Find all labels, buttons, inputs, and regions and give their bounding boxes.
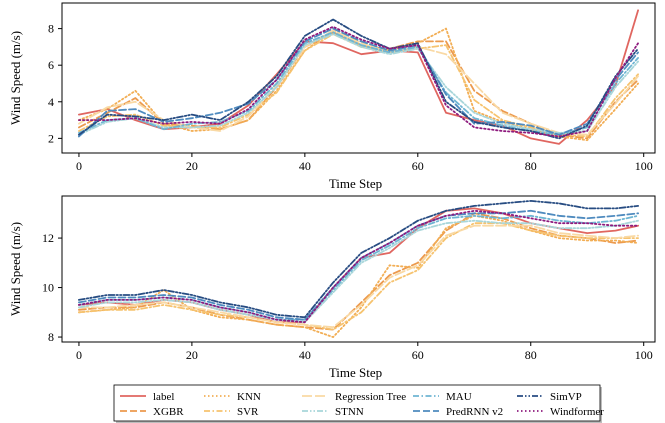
x-tick-label: 0	[76, 348, 82, 362]
top-chart: 0 20 40 60 80 100 2 4 6 8 Time Step Wind Speed (m/s…	[8, 2, 656, 191]
y-axis-label: Wind Speed (m/s)	[8, 31, 23, 125]
legend-label: SVR	[237, 406, 259, 418]
y-tick-label: 6	[48, 58, 54, 72]
x-tick-label: 100	[635, 159, 653, 173]
plot-frame	[61, 195, 656, 343]
bottom-chart: 0 20 40 60 80 100 8 10 12 Time Step Wind Speed (m/…	[8, 195, 656, 380]
series-line-label	[78, 9, 639, 145]
x-axis-label: Time Step	[329, 365, 382, 380]
x-tick-label: 80	[525, 159, 537, 173]
series-line-stnn	[78, 219, 639, 324]
legend-box	[113, 384, 601, 422]
legend-label: label	[153, 391, 174, 403]
series-line-simvp	[78, 18, 639, 140]
series-line-regression-tree	[78, 29, 639, 136]
series-line-predrnn-v2	[78, 27, 639, 138]
series-line-mau	[78, 214, 639, 321]
series-line-windformer	[78, 25, 639, 138]
x-tick-label: 60	[412, 348, 424, 362]
x-tick-label: 0	[76, 159, 82, 173]
series-line-simvp	[78, 199, 639, 319]
legend-label: XGBR	[153, 406, 184, 418]
y-tick-label: 12	[42, 231, 54, 245]
y-tick-label: 4	[48, 95, 54, 109]
y-tick-label: 2	[48, 131, 54, 145]
legend-label: PredRNN v2	[446, 406, 503, 418]
series-line-svr	[78, 222, 639, 331]
series-line-xgbr	[78, 212, 639, 331]
legend: label XGBR KNN SVR Regression Tree STNN MAU Pre…	[113, 384, 604, 423]
x-tick-label: 20	[186, 159, 198, 173]
y-tick-label: 8	[48, 330, 54, 344]
series-line-predrnn-v2	[78, 209, 639, 321]
series-line-regression-tree	[78, 224, 639, 329]
plot-frame	[61, 2, 656, 154]
x-tick-label: 100	[635, 348, 653, 362]
legend-label: KNN	[237, 391, 261, 403]
y-axis-label: Wind Speed (m/s)	[8, 222, 23, 316]
x-tick-label: 80	[525, 348, 537, 362]
x-tick-label: 20	[186, 348, 198, 362]
legend-label: STNN	[335, 406, 364, 418]
legend-label: Windformer	[550, 406, 604, 418]
x-tick-label: 40	[299, 348, 311, 362]
y-tick-label: 10	[42, 281, 54, 295]
legend-label: SimVP	[550, 391, 582, 403]
legend-label: Regression Tree	[335, 391, 406, 403]
series-line-mau	[78, 31, 639, 136]
x-axis-label: Time Step	[329, 176, 382, 191]
x-tick-label: 60	[412, 159, 424, 173]
y-tick-label: 8	[48, 22, 54, 36]
x-tick-label: 40	[299, 159, 311, 173]
legend-label: MAU	[446, 391, 472, 403]
